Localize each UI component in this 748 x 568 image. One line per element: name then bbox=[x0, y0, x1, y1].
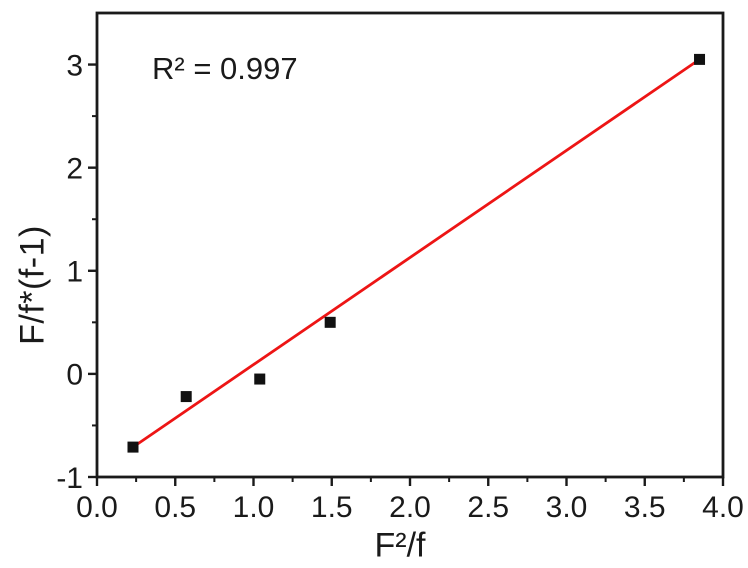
data-point-marker bbox=[127, 441, 139, 453]
y-tick-label: -1 bbox=[56, 462, 83, 495]
r-squared-annotation: R² = 0.997 bbox=[152, 51, 298, 86]
y-tick-label: 3 bbox=[66, 49, 83, 82]
x-tick-label: 1.0 bbox=[233, 491, 275, 524]
y-axis-label: F/f*(f-1) bbox=[13, 225, 52, 345]
x-tick-label: 0.0 bbox=[76, 491, 118, 524]
x-tick-label: 2.0 bbox=[389, 491, 431, 524]
x-tick-label: 3.0 bbox=[546, 491, 588, 524]
x-tick-label: 0.5 bbox=[154, 491, 196, 524]
fit-line bbox=[131, 58, 701, 449]
y-tick-label: 1 bbox=[66, 256, 83, 289]
data-point-marker bbox=[254, 373, 266, 385]
data-point-marker bbox=[694, 53, 706, 65]
data-point-marker bbox=[324, 316, 336, 328]
plot-frame bbox=[95, 11, 725, 479]
data-point-marker bbox=[180, 391, 192, 403]
y-tick-label: 2 bbox=[66, 152, 83, 185]
x-tick-label: 3.5 bbox=[624, 491, 666, 524]
x-axis-label: F²/f bbox=[374, 526, 426, 565]
x-tick-label: 2.5 bbox=[467, 491, 509, 524]
x-tick-label: 1.5 bbox=[311, 491, 353, 524]
x-tick-label: 4.0 bbox=[702, 491, 744, 524]
y-tick-label: 0 bbox=[66, 359, 83, 392]
